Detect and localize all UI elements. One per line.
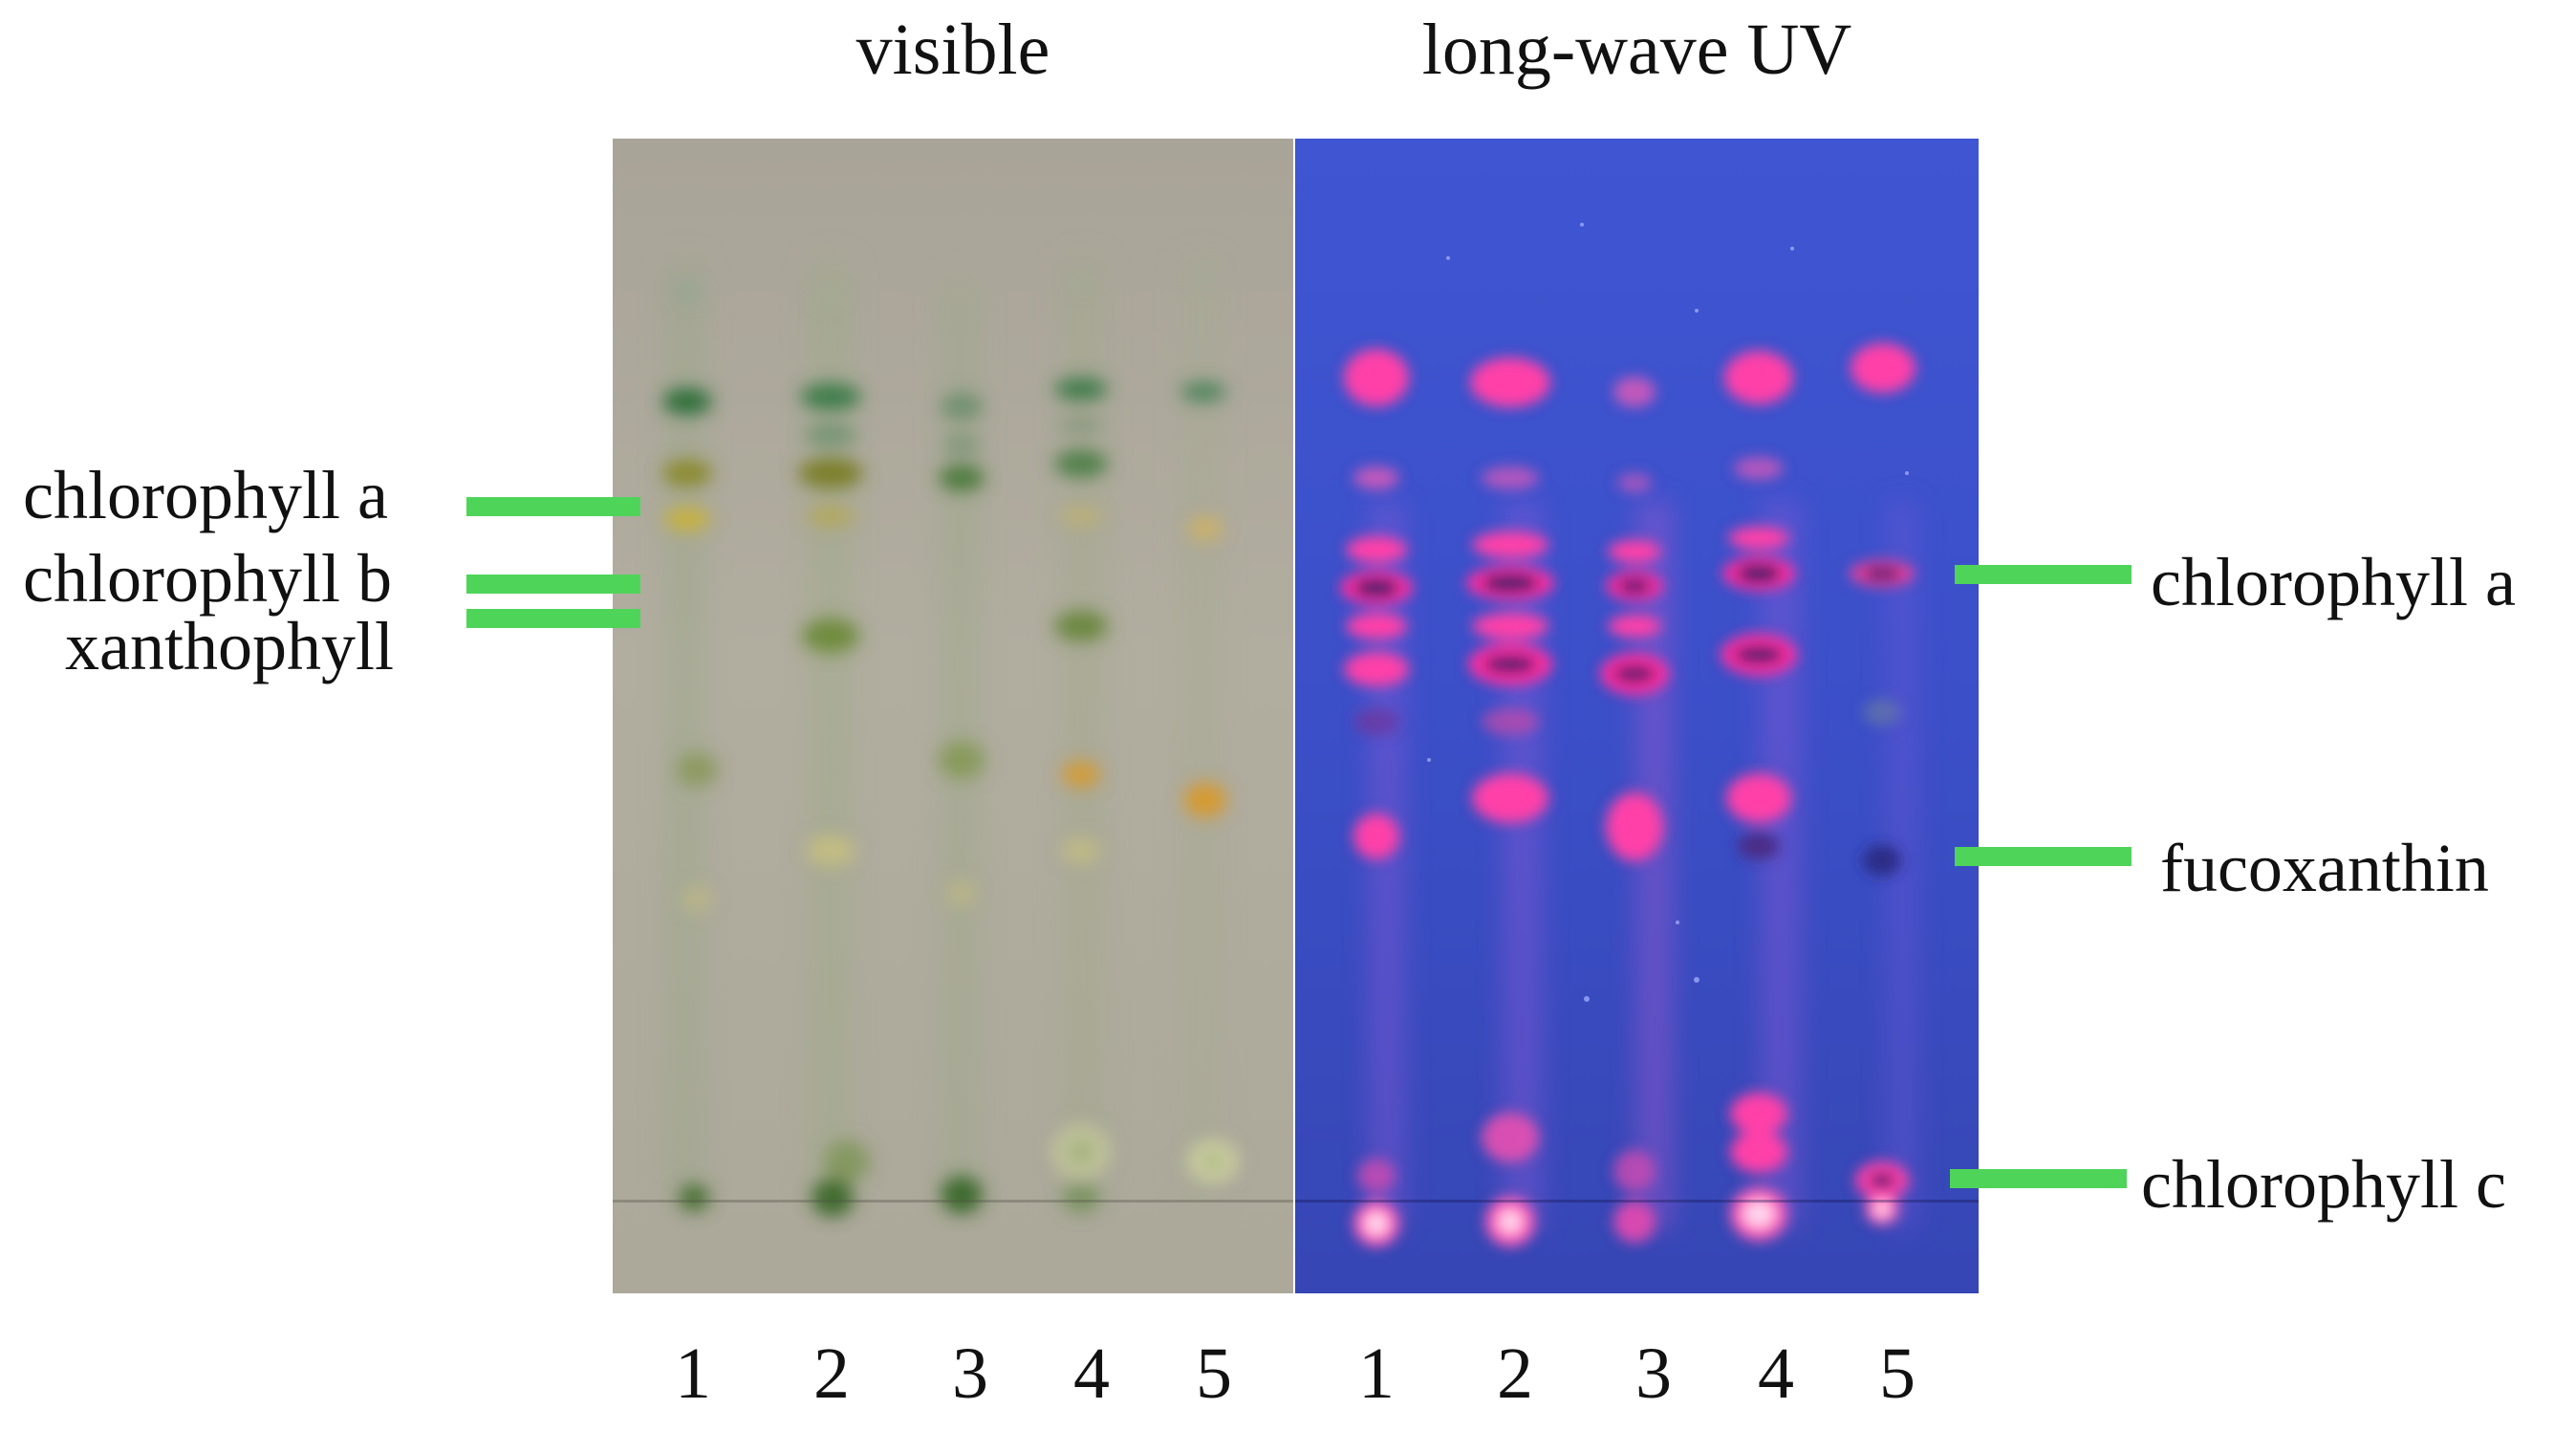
- uv-panel-title: long-wave UV: [1421, 10, 1852, 90]
- lane-number-visible-3: 3: [952, 1333, 988, 1414]
- marker-left-xanthophyll: [466, 609, 640, 628]
- lane-number-uv-5: 5: [1879, 1333, 1916, 1414]
- lane-number-uv-1: 1: [1358, 1333, 1395, 1414]
- label-right-chlorophyll-c: chlorophyll c: [2141, 1146, 2506, 1223]
- marker-right-chlorophyll-c: [1950, 1169, 2127, 1188]
- visible-origin-line: [613, 1200, 1293, 1203]
- lane-number-visible-1: 1: [675, 1333, 711, 1414]
- label-left-chlorophyll-a: chlorophyll a: [23, 457, 388, 533]
- label-right-fucoxanthin: fucoxanthin: [2160, 830, 2489, 906]
- lane-number-uv-2: 2: [1497, 1333, 1533, 1414]
- label-right-chlorophyll-a: chlorophyll a: [2151, 544, 2516, 620]
- lane-number-visible-2: 2: [813, 1333, 850, 1414]
- marker-right-chlorophyll-a: [1955, 565, 2132, 584]
- marker-right-fucoxanthin: [1955, 847, 2132, 866]
- lane-number-uv-4: 4: [1758, 1333, 1794, 1414]
- visible-plate-spots: [662, 263, 1238, 1217]
- uv-plate-spots: [1340, 223, 1916, 1247]
- visible-panel-title: visible: [855, 10, 1050, 90]
- label-left-xanthophyll: xanthophyll: [65, 608, 394, 684]
- visible-tlc-plate: [613, 139, 1293, 1293]
- lane-number-visible-5: 5: [1196, 1333, 1232, 1414]
- uv-tlc-plate: [1295, 139, 1979, 1293]
- lane-number-visible-4: 4: [1073, 1333, 1110, 1414]
- marker-left-chlorophyll-a: [466, 497, 640, 516]
- marker-left-chlorophyll-b: [466, 575, 640, 594]
- uv-origin-line: [1295, 1200, 1979, 1203]
- label-left-chlorophyll-b: chlorophyll b: [23, 540, 392, 617]
- lane-number-uv-3: 3: [1635, 1333, 1672, 1414]
